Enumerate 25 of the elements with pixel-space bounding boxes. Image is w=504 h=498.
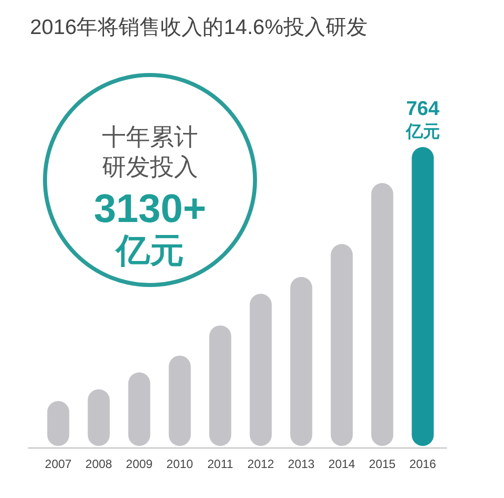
bar (209, 325, 232, 446)
annotation: 3130+ (94, 187, 206, 231)
bar (412, 147, 434, 446)
x-tick-label: 2014 (328, 457, 356, 471)
data-label: 764 亿元 (404, 98, 440, 141)
x-tick-label: 2009 (126, 457, 153, 471)
x-tick-label: 2011 (207, 457, 234, 471)
annotation: 研发投入 (102, 154, 198, 181)
bar (290, 276, 312, 446)
x-tick-label: 2015 (368, 457, 396, 471)
bar (168, 356, 191, 446)
chart-title: 2016年将销售收入的14.6%投入研发 (30, 16, 368, 39)
bar (88, 389, 110, 446)
x-tick-label: 2008 (85, 457, 112, 471)
x-tick-label: 2016 (409, 457, 436, 471)
annotation: 亿元 (114, 232, 184, 270)
bar (250, 294, 272, 446)
x-tick-label: 2013 (288, 457, 315, 471)
x-tick-label: 2012 (247, 457, 274, 471)
bar (128, 372, 150, 446)
annotation: 十年累计 (102, 124, 198, 151)
bar (330, 244, 353, 446)
x-tick-label: 2010 (166, 457, 194, 471)
bar (371, 183, 394, 446)
x-tick-label: 2007 (44, 457, 72, 471)
